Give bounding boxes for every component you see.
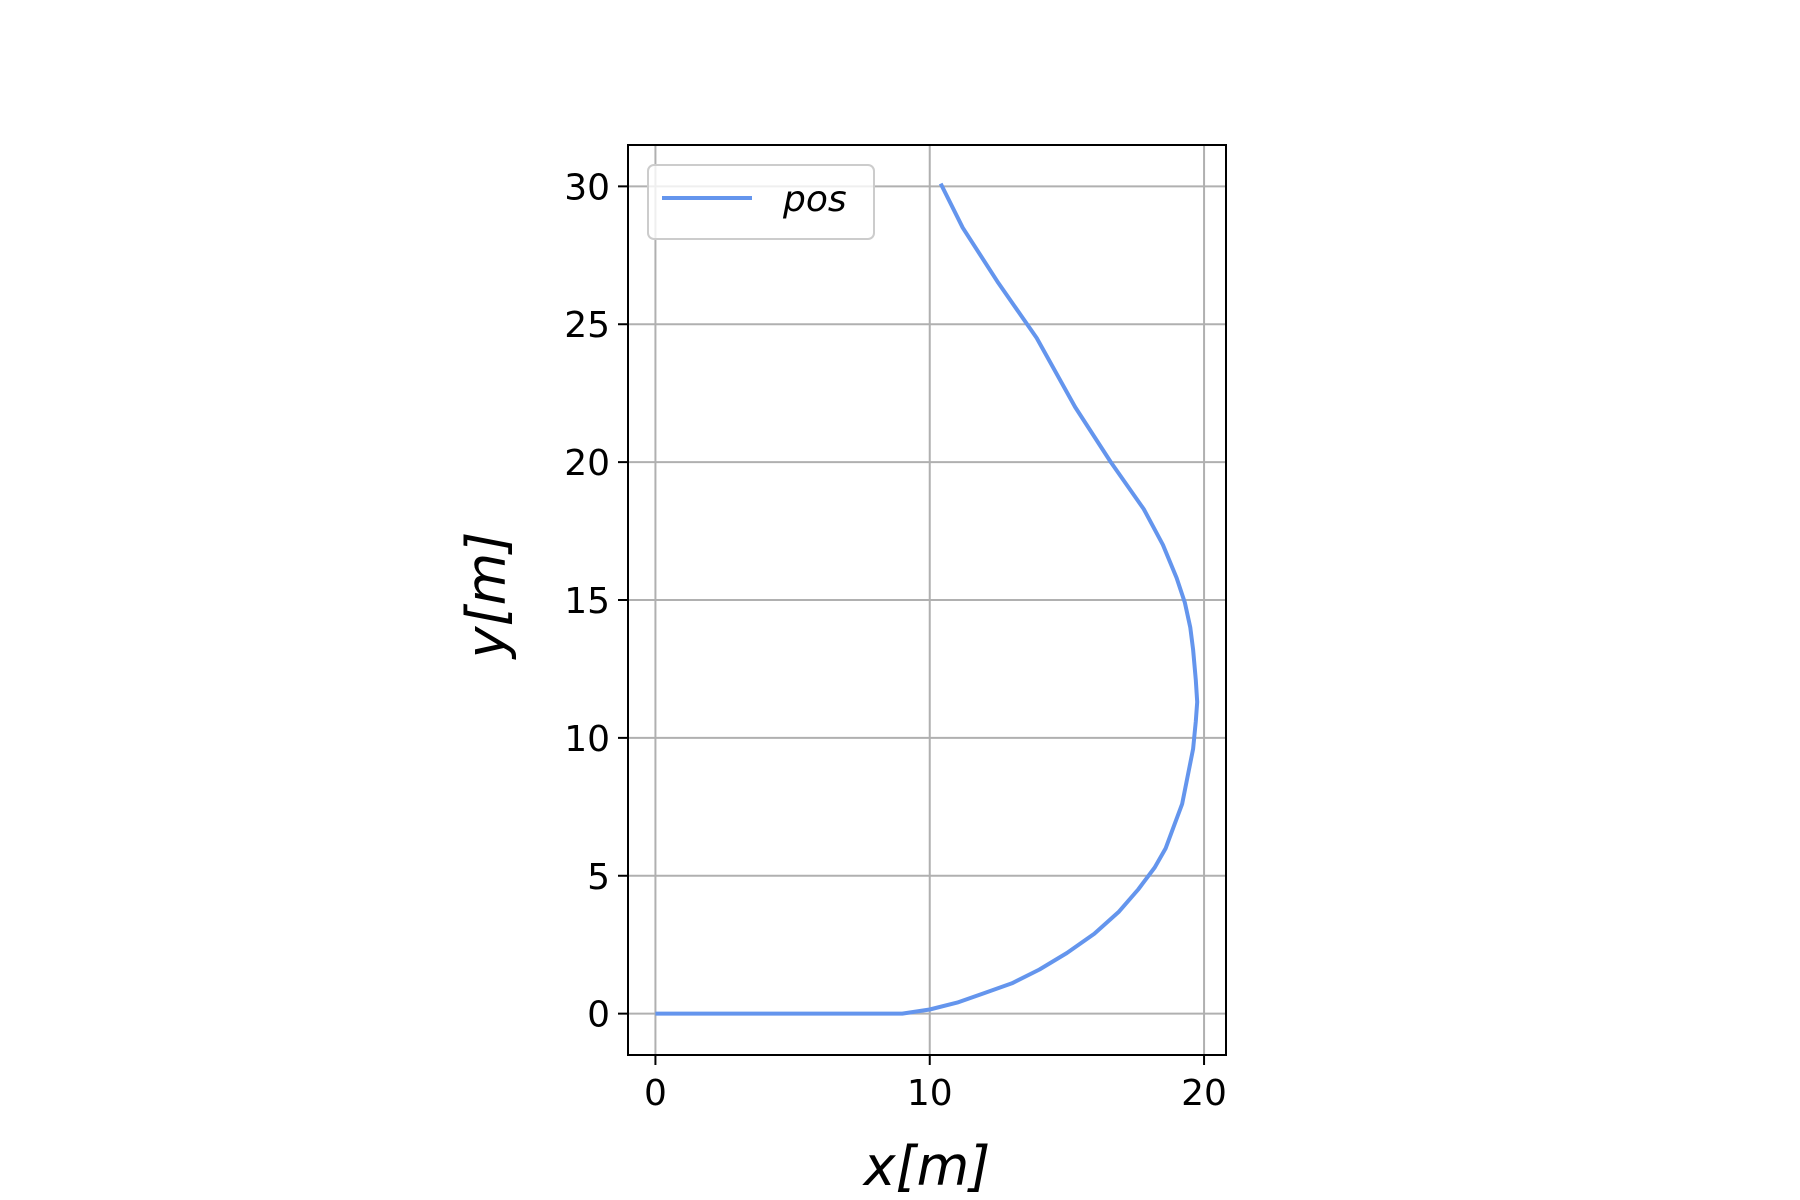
y-tick-label: 30 <box>564 167 610 208</box>
series-line-pos <box>655 182 1200 1016</box>
y-tick-label: 15 <box>564 581 610 622</box>
legend: pos <box>647 164 875 240</box>
x-tick-label: 10 <box>907 1073 953 1114</box>
series-layer <box>655 182 1200 1016</box>
y-axis-label: y[m] <box>455 532 518 661</box>
x-tick-label: 0 <box>644 1073 667 1114</box>
x-tick-label: 20 <box>1181 1073 1227 1114</box>
y-tick-label: 5 <box>587 857 610 898</box>
grid <box>628 145 1226 1055</box>
y-tick-label: 10 <box>564 719 610 760</box>
x-axis-label: x[m] <box>862 1135 991 1198</box>
y-tick-label: 25 <box>564 305 610 346</box>
x-axis-ticks: 0 10 20 <box>644 1055 1227 1114</box>
legend-label-pos: pos <box>782 179 847 220</box>
y-axis-ticks: 0 5 10 15 20 25 30 <box>564 167 628 1036</box>
y-tick-label: 0 <box>587 995 610 1036</box>
legend-box <box>647 164 875 240</box>
y-tick-label: 20 <box>564 443 610 484</box>
